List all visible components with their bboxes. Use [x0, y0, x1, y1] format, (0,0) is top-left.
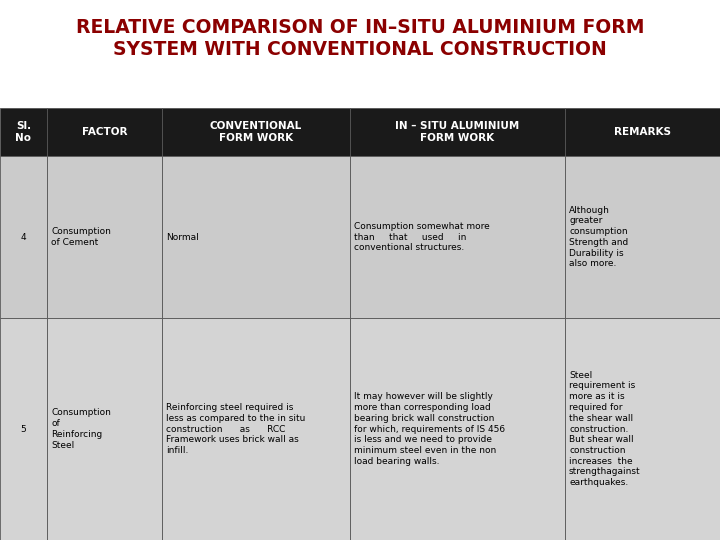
- Bar: [350, 156, 565, 318]
- Bar: [350, 108, 565, 156]
- Bar: [47, 318, 162, 540]
- Bar: [0, 108, 47, 156]
- Text: 5: 5: [21, 424, 27, 434]
- Text: Normal: Normal: [166, 233, 199, 241]
- Text: CONVENTIONAL
FORM WORK: CONVENTIONAL FORM WORK: [210, 121, 302, 143]
- Text: IN – SITU ALUMINIUM
FORM WORK: IN – SITU ALUMINIUM FORM WORK: [395, 121, 520, 143]
- Bar: [47, 108, 162, 156]
- Bar: [0, 318, 47, 540]
- Text: 4: 4: [21, 233, 27, 241]
- Text: Sl.
No: Sl. No: [16, 121, 32, 143]
- Text: Steel
requirement is
more as it is
required for
the shear wall
construction.
But: Steel requirement is more as it is requi…: [569, 371, 641, 487]
- Text: Consumption somewhat more
than     that     used     in
conventional structures.: Consumption somewhat more than that used…: [354, 222, 490, 252]
- Text: SYSTEM WITH CONVENTIONAL CONSTRUCTION: SYSTEM WITH CONVENTIONAL CONSTRUCTION: [113, 40, 607, 59]
- Text: Consumption
of Cement: Consumption of Cement: [51, 227, 111, 247]
- Text: Reinforcing steel required is
less as compared to the in situ
construction      : Reinforcing steel required is less as co…: [166, 403, 305, 455]
- Bar: [565, 108, 720, 156]
- Text: Consumption
of
Reinforcing
Steel: Consumption of Reinforcing Steel: [51, 408, 111, 450]
- Text: REMARKS: REMARKS: [614, 127, 671, 137]
- Bar: [565, 318, 720, 540]
- Text: It may however will be slightly
more than corresponding load
bearing brick wall : It may however will be slightly more tha…: [354, 392, 505, 465]
- Text: Although
greater
consumption
Strength and
Durability is
also more.: Although greater consumption Strength an…: [569, 206, 629, 268]
- Bar: [0, 156, 47, 318]
- Text: RELATIVE COMPARISON OF IN–SITU ALUMINIUM FORM: RELATIVE COMPARISON OF IN–SITU ALUMINIUM…: [76, 18, 644, 37]
- Bar: [162, 318, 350, 540]
- Bar: [47, 156, 162, 318]
- Text: FACTOR: FACTOR: [82, 127, 127, 137]
- Bar: [162, 108, 350, 156]
- Bar: [565, 156, 720, 318]
- Bar: [162, 156, 350, 318]
- Bar: [350, 318, 565, 540]
